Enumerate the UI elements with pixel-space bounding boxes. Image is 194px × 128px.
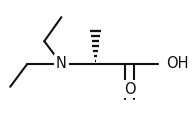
Text: O: O	[124, 82, 135, 97]
Text: OH: OH	[166, 56, 188, 72]
Text: N: N	[56, 56, 67, 72]
